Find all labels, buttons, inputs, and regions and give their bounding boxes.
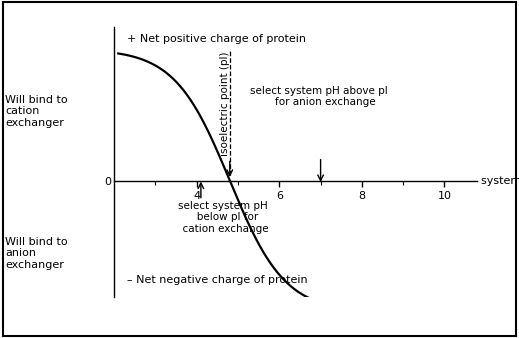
Text: + Net positive charge of protein: + Net positive charge of protein [127,34,306,44]
Text: Will bind to
anion
exchanger: Will bind to anion exchanger [5,237,68,270]
Text: isoelectric point (pI): isoelectric point (pI) [220,51,230,156]
Text: Will bind to
cation
exchanger: Will bind to cation exchanger [5,95,68,128]
Text: system pH: system pH [481,175,519,186]
Text: select system pH above pI
    for anion exchange: select system pH above pI for anion exch… [250,86,388,107]
Text: – Net negative charge of protein: – Net negative charge of protein [127,275,307,285]
Text: select system pH
   below pI for
  cation exchange: select system pH below pI for cation exc… [176,201,269,234]
